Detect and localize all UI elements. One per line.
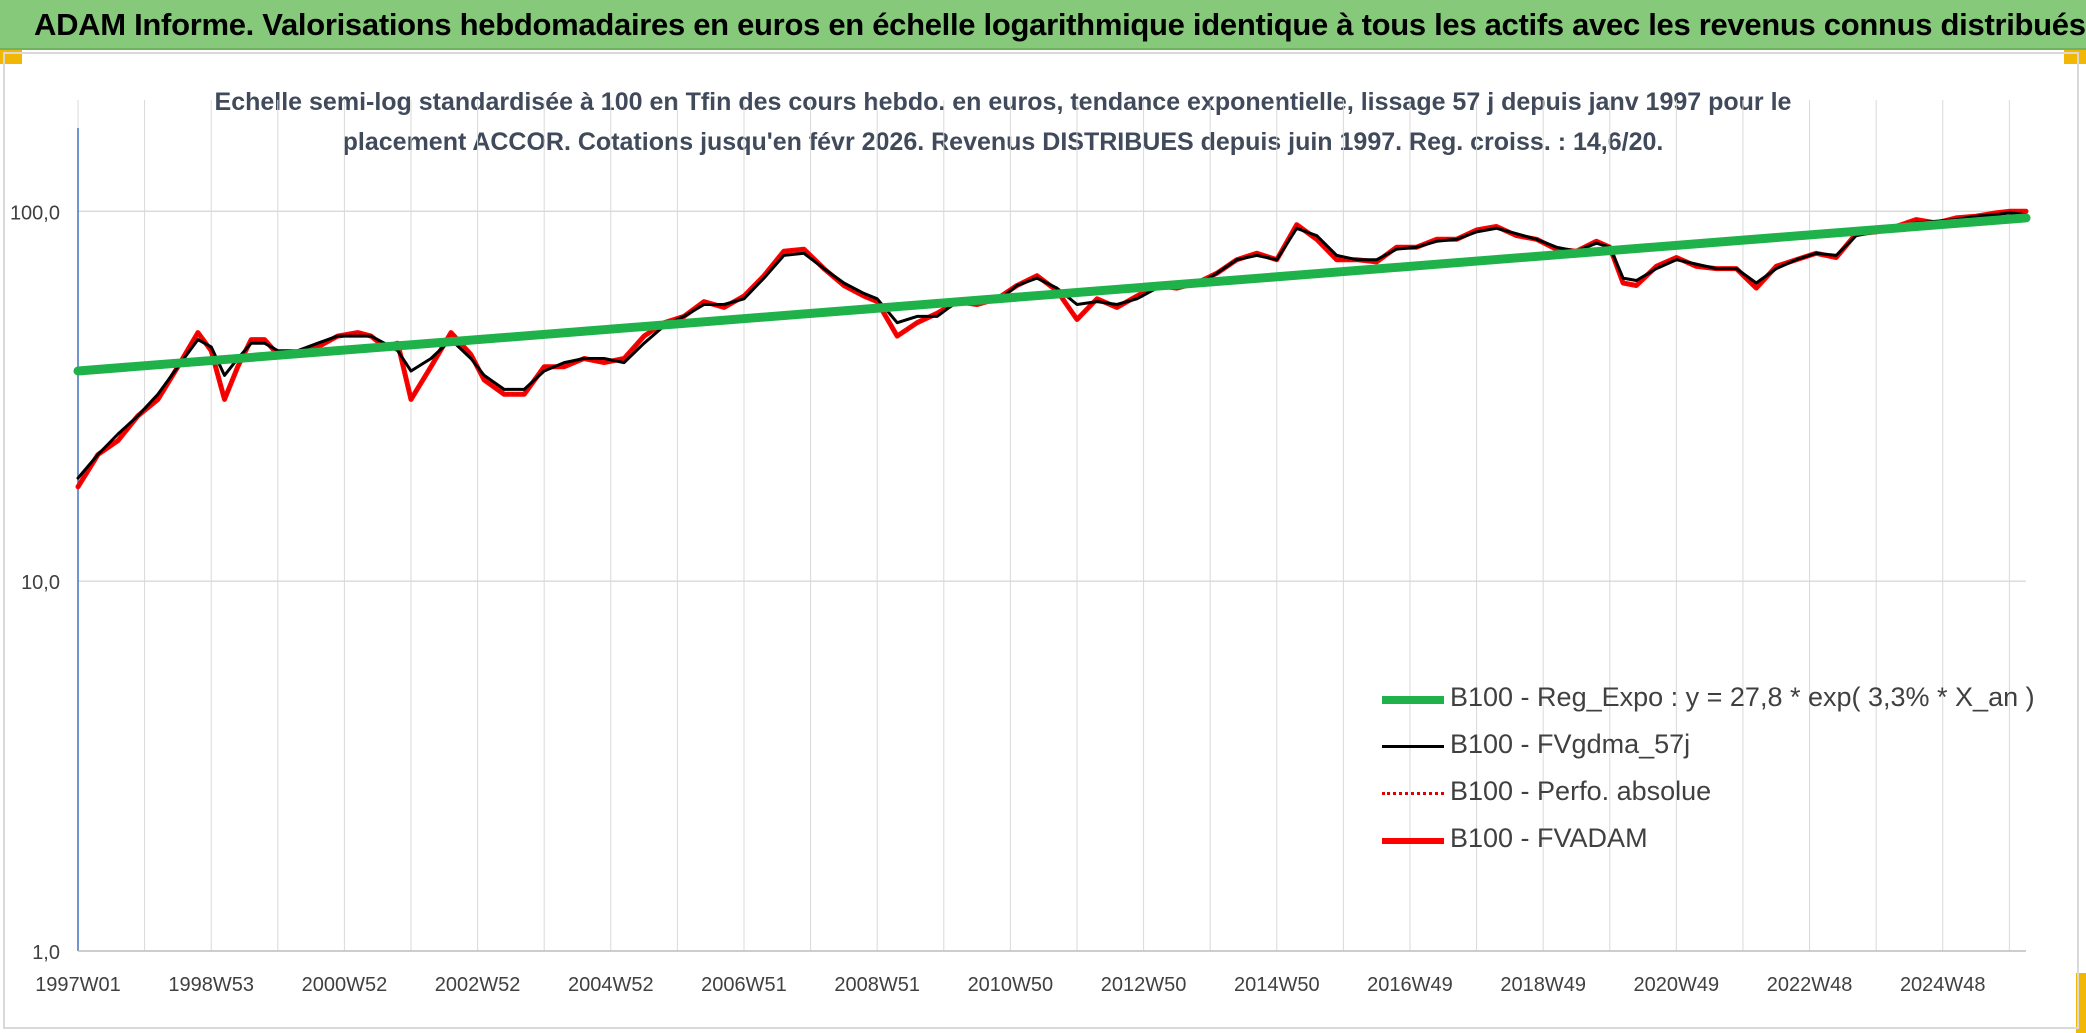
legend-label-fvgdma: B100 - FVgdma_57j <box>1450 729 1691 759</box>
x-tick-label: 1997W01 <box>35 974 121 996</box>
series-regression <box>73 213 2031 376</box>
legend-label-perfo: B100 - Perfo. absolue <box>1450 776 1712 806</box>
x-tick-label: 1998W53 <box>168 974 254 996</box>
header-bar: ADAM Informe. Valorisations hebdomadaire… <box>0 0 2086 50</box>
x-tick-label: 2000W52 <box>302 974 388 996</box>
x-tick-label: 2012W50 <box>1101 974 1187 996</box>
legend-label-regression: B100 - Reg_Expo : y = 27,8 * exp( 3,3% *… <box>1450 682 2035 712</box>
chart-title-line2: placement ACCOR. Cotations jusqu'en févr… <box>342 128 1664 156</box>
x-tick-label: 2002W52 <box>435 974 521 996</box>
legend-label-fvadam: B100 - FVADAM <box>1450 823 1648 853</box>
x-tick-label: 2022W48 <box>1767 974 1853 996</box>
x-tick-label: 2008W51 <box>834 974 920 996</box>
x-tick-label: 2006W51 <box>701 974 787 996</box>
x-tick-label: 2024W48 <box>1900 974 1986 996</box>
header-title: ADAM Informe. Valorisations hebdomadaire… <box>34 7 2086 42</box>
chart-frame <box>3 52 2079 1029</box>
x-tick-label: 2018W49 <box>1500 974 1586 996</box>
x-tick-label: 2020W49 <box>1634 974 1720 996</box>
corner-accent-bottom-right <box>2076 973 2086 1033</box>
series-fvgdma <box>76 211 2028 480</box>
x-tick-label: 2004W52 <box>568 974 654 996</box>
legend-swatch-regression <box>1382 696 1444 704</box>
y-tick-label: 10,0 <box>21 572 60 594</box>
y-tick-label: 100,0 <box>10 202 60 224</box>
legend-swatch-perfo <box>1382 792 1444 795</box>
x-tick-label: 2010W50 <box>968 974 1054 996</box>
x-tick-label: 2016W49 <box>1367 974 1453 996</box>
y-tick-label: 1,0 <box>32 942 60 964</box>
x-tick-label: 2014W50 <box>1234 974 1320 996</box>
legend-swatch-fvgdma <box>1382 745 1444 748</box>
legend-swatch-fvadam <box>1382 838 1444 844</box>
